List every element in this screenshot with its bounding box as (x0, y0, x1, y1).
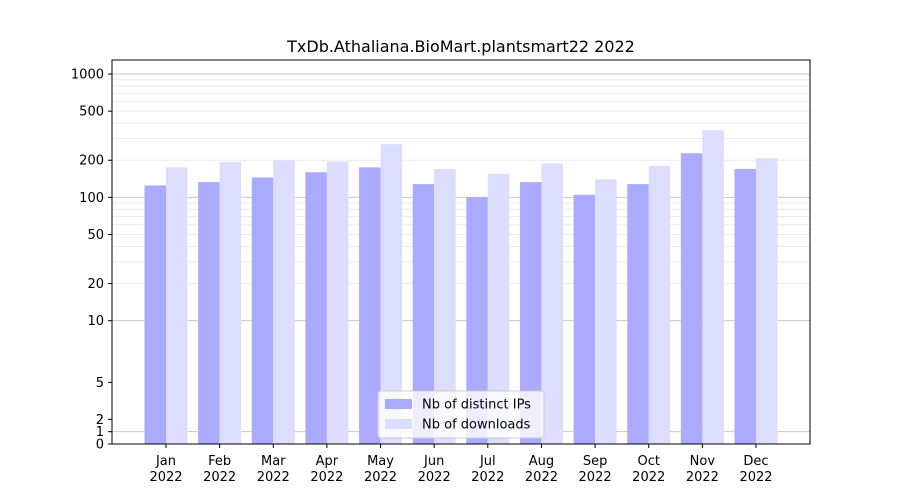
x-tick-label-month: Sep (583, 454, 608, 469)
legend-box (377, 390, 545, 439)
bar-ips (251, 177, 274, 444)
bar-ips (680, 153, 703, 444)
x-tick-label-month: Nov (690, 454, 716, 469)
bar-ips (519, 182, 542, 444)
x-tick-label-month: May (367, 454, 394, 469)
bar-ips (144, 185, 166, 444)
bar-downloads (702, 130, 724, 445)
x-tick-label-year: 2022 (203, 470, 236, 485)
x-tick-label-year: 2022 (364, 470, 397, 485)
x-tick-label-year: 2022 (149, 470, 182, 485)
bar-downloads (541, 163, 563, 444)
legend-label: Nb of downloads (422, 418, 531, 433)
bar-downloads (273, 160, 295, 444)
x-tick-label-year: 2022 (525, 470, 558, 485)
bar-downloads (380, 144, 403, 444)
bars (144, 130, 778, 445)
x-tick-label-year: 2022 (310, 470, 343, 485)
x-tick-label-month: Dec (743, 454, 768, 469)
axes (108, 59, 811, 448)
bar-downloads (166, 167, 188, 444)
bar-ips (359, 167, 381, 444)
x-tick-label-year: 2022 (739, 470, 772, 485)
legend-swatch (385, 419, 412, 429)
bar-ips (466, 197, 488, 444)
bar-ips (198, 182, 220, 444)
x-tick-label-month: Jan (155, 454, 176, 469)
x-tick-label-month: Jun (423, 454, 444, 469)
y-tick-label: 200 (79, 154, 104, 169)
x-tick-label-month: Mar (261, 454, 286, 469)
x-tick-label-year: 2022 (257, 470, 290, 485)
legend-label: Nb of distinct IPs (422, 398, 531, 413)
bar-ips (412, 184, 435, 444)
y-tick-label: 1 (96, 425, 104, 440)
x-tick-label-month: Apr (316, 454, 339, 469)
plot-frame (111, 59, 811, 445)
y-tick-label: 100 (79, 191, 104, 206)
y-tick-label: 500 (79, 105, 104, 120)
y-tick-label: 20 (87, 277, 104, 292)
legend-swatch (385, 399, 412, 409)
bar-downloads (756, 158, 778, 444)
tick-labels: 01251020501002005001000Jan2022Feb2022Mar… (71, 68, 773, 485)
bar-ips (573, 194, 596, 444)
x-tick-label-month: Feb (208, 454, 231, 469)
x-tick-label-year: 2022 (579, 470, 612, 485)
bar-ips (627, 184, 649, 444)
y-tick-label: 1000 (71, 68, 104, 83)
y-tick-label: 10 (87, 314, 104, 329)
y-tick-label: 0 (96, 438, 104, 453)
bar-ips (305, 172, 327, 445)
chart-title: TxDb.Athaliana.BioMart.plantsmart22 2022 (286, 37, 635, 56)
x-tick-label-year: 2022 (471, 470, 504, 485)
y-tick-label: 5 (96, 376, 104, 391)
x-tick-label-year: 2022 (686, 470, 719, 485)
bar-downloads (219, 162, 242, 444)
x-tick-label-year: 2022 (632, 470, 665, 485)
bar-downloads (487, 173, 510, 445)
bar-downloads (648, 165, 671, 444)
y-tick-label: 50 (87, 228, 104, 243)
x-tick-label-year: 2022 (418, 470, 451, 485)
x-tick-label-month: Jul (479, 454, 496, 469)
bar-ips (734, 168, 756, 444)
y-tick-label: 2 (96, 413, 104, 428)
bar-downloads (595, 179, 617, 444)
legend: Nb of distinct IPs Nb of downloads (377, 390, 545, 439)
bar-downloads (434, 168, 456, 444)
x-tick-label-month: Aug (529, 454, 554, 469)
bar-downloads (326, 161, 349, 444)
x-tick-label-month: Oct (637, 454, 659, 469)
